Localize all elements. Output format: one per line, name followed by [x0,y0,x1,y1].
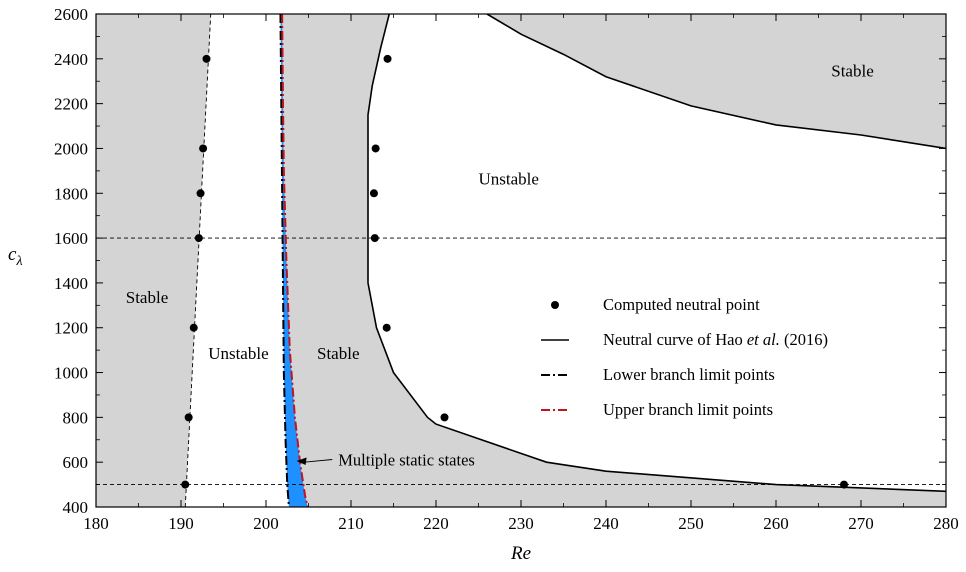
left-neutral-dashed-line [184,14,212,507]
computed-neutral-point-0 [181,480,190,489]
x-tick-label-1: 190 [168,514,194,533]
y-tick-label-6: 1600 [54,229,88,248]
computed-neutral-point-6 [202,54,211,63]
computed-neutral-point-2 [189,323,198,332]
x-tick-label-8: 260 [763,514,789,533]
legend-label-3: Upper branch limit points [603,400,773,419]
region-label-4: Stable [831,62,874,81]
annotation-arrow-head [296,457,307,466]
neutral-curve-lower [367,282,946,493]
legend-label-part: (2016) [780,330,828,349]
legend-label-0: Computed neutral point [603,295,760,314]
stable-region-left [96,14,211,507]
y-tick-label-5: 1400 [54,274,88,293]
computed-neutral-point-5 [199,144,208,153]
y-tick-label-8: 2000 [54,139,88,158]
x-tick-label-0: 180 [83,514,109,533]
upper-branch-limit-line [281,14,309,507]
computed-neutral-point-9 [371,144,380,153]
y-tick-label-9: 2200 [54,95,88,114]
computed-neutral-point-10 [382,323,391,332]
region-label-2: Stable [317,344,360,363]
x-tick-label-6: 240 [593,514,619,533]
computed-neutral-point-3 [194,234,203,243]
legend-label-2: Lower branch limit points [603,365,775,384]
legend-label-part: Neutral curve of Hao [603,330,747,349]
y-tick-label-0: 400 [63,498,89,517]
y-tick-label-10: 2400 [54,50,88,69]
region-label-1: Unstable [208,344,268,363]
computed-neutral-point-8 [369,189,378,198]
computed-neutral-point-13 [840,480,848,489]
x-tick-label-5: 230 [508,514,534,533]
region-label-3: Unstable [479,169,539,188]
y-tick-label-11: 2600 [54,5,88,24]
stable-region-middle [280,14,946,507]
neutral-curve-upper [486,14,946,150]
y-tick-label-3: 1000 [54,364,88,383]
y-axis-label-subscript: λ [15,254,22,269]
x-tick-label-10: 280 [933,514,959,533]
x-tick-label-3: 210 [338,514,364,533]
computed-neutral-point-4 [196,189,205,198]
y-axis-label: cλ [8,244,23,269]
annotation-text: Multiple static states [338,451,475,470]
plot-area [96,14,946,507]
computed-neutral-point-7 [370,234,379,243]
legend-label-italic: et al. [747,330,780,349]
y-tick-label-2: 800 [63,408,89,427]
y-tick-label-7: 1800 [54,184,88,203]
legend-marker-dot [551,301,559,309]
stable-region-upper-right [487,14,946,149]
x-tick-label-7: 250 [678,514,704,533]
x-axis-label: Re [510,543,531,564]
y-tick-label-4: 1200 [54,319,88,338]
y-tick-label-1: 600 [63,453,89,472]
computed-neutral-point-12 [440,413,449,422]
x-tick-label-9: 270 [848,514,874,533]
multiple-static-states-region [280,14,308,507]
x-tick-label-2: 200 [253,514,279,533]
computed-neutral-point-11 [383,54,392,63]
neutral-curve-right [367,14,391,283]
region-label-0: Stable [126,288,169,307]
legend-label-1: Neutral curve of Hao et al. (2016) [603,330,828,349]
x-tick-label-4: 220 [423,514,449,533]
annotation-arrow-line [305,459,333,463]
lower-branch-limit-line [279,14,290,507]
computed-neutral-point-1 [184,413,193,422]
